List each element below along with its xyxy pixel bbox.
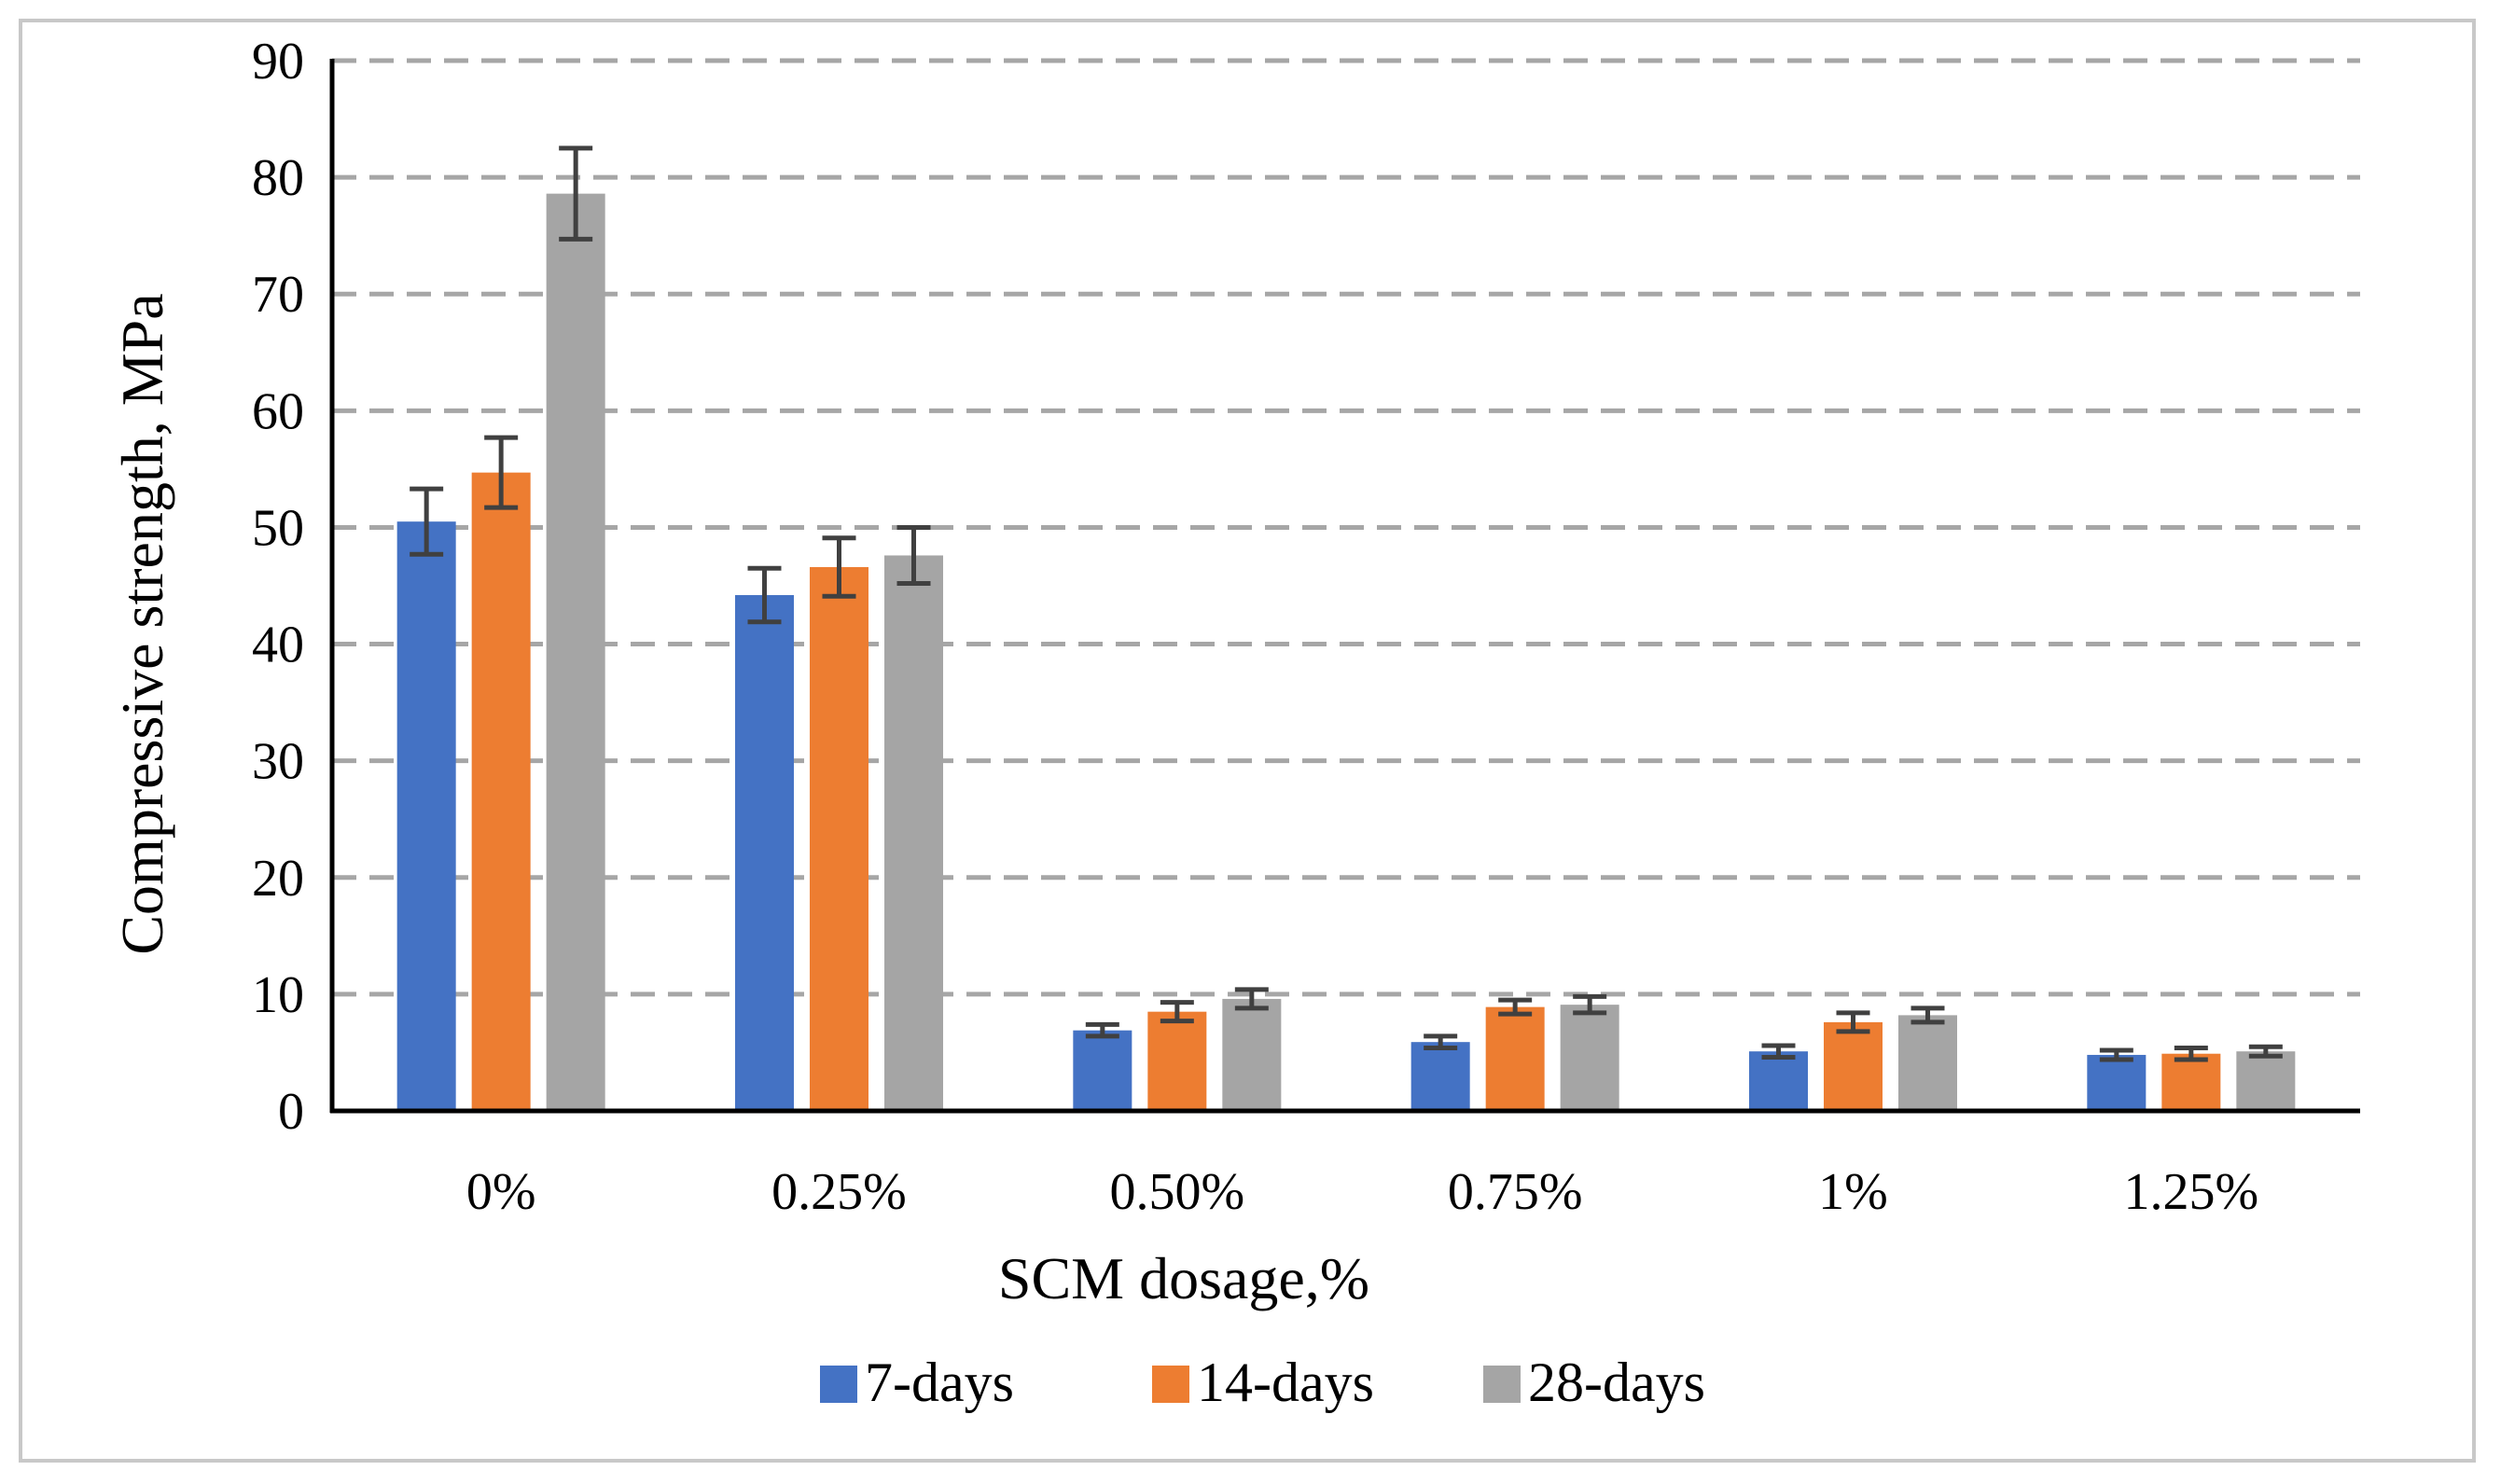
bar	[1485, 1006, 1545, 1111]
bar	[2087, 1054, 2147, 1111]
bar	[1824, 1021, 1883, 1111]
y-tick-label: 40	[252, 617, 304, 674]
error-bar	[896, 524, 931, 586]
bar	[396, 521, 456, 1111]
y-tick-label: 90	[252, 33, 304, 90]
x-tick-label: 0%	[466, 1163, 536, 1221]
y-tick-label: 10	[252, 966, 304, 1024]
y-tick-labels: 0 10 20 30 40 50 60 70 80 90	[252, 33, 304, 1141]
legend-item: 28-days	[1483, 1352, 1705, 1413]
error-bar	[2248, 1044, 2283, 1059]
bar	[1147, 1011, 1207, 1111]
error-bar	[1573, 993, 1607, 1016]
error-bar	[1761, 1043, 1796, 1060]
x-tick-label: 0.25%	[771, 1163, 907, 1221]
bar	[884, 555, 943, 1111]
bar	[1749, 1051, 1808, 1111]
y-axis-title: Compressive strength, MPa	[109, 293, 175, 954]
bar-chart: 0 10 20 30 40 50 60 70 80 90 0% 0.25% 0.50% 0.75% 1% 1…	[109, 33, 2360, 1413]
bar	[1073, 1030, 1132, 1111]
x-tick-label: 0.50%	[1110, 1163, 1245, 1221]
error-bars	[410, 146, 2283, 1062]
x-tick-label: 1%	[1818, 1163, 1888, 1221]
legend-item: 7-days	[820, 1352, 1014, 1413]
error-bar	[559, 146, 593, 242]
x-tick-label: 0.75%	[1448, 1163, 1583, 1221]
legend-item: 14-days	[1152, 1352, 1374, 1413]
error-bar	[1160, 1000, 1194, 1024]
error-bar	[1910, 1006, 1945, 1025]
bars	[396, 193, 2296, 1112]
bar	[1410, 1042, 1470, 1111]
error-bar	[1424, 1033, 1458, 1050]
error-bar	[747, 565, 782, 625]
x-tick-label: 1.25%	[2124, 1163, 2259, 1221]
bar	[810, 566, 868, 1111]
legend-label: 14-days	[1197, 1352, 1374, 1413]
x-axis-title: SCM dosage,%	[998, 1245, 1369, 1311]
y-tick-label: 20	[252, 850, 304, 908]
bar	[1222, 998, 1282, 1111]
error-bar	[822, 535, 856, 599]
error-bar	[1234, 987, 1269, 1011]
x-tick-labels: 0% 0.25% 0.50% 0.75% 1% 1.25%	[466, 1163, 2258, 1221]
y-tick-label: 50	[252, 499, 304, 557]
y-tick-label: 80	[252, 149, 304, 207]
bar	[2161, 1053, 2221, 1111]
error-bar	[1836, 1010, 1870, 1034]
legend-swatch	[1483, 1366, 1521, 1403]
error-bar	[484, 435, 519, 510]
axes	[329, 59, 2360, 1114]
error-bar	[1498, 997, 1533, 1017]
bar	[1898, 1015, 1957, 1111]
gridlines	[332, 58, 2360, 997]
bar	[546, 193, 605, 1112]
legend-label: 7-days	[865, 1352, 1014, 1413]
error-bar	[2174, 1045, 2208, 1062]
bar	[735, 595, 794, 1111]
legend: 7-days 14-days 28-days	[820, 1352, 1705, 1413]
bar	[471, 472, 531, 1111]
bar	[2236, 1051, 2296, 1111]
legend-swatch	[820, 1366, 857, 1403]
y-tick-label: 70	[252, 266, 304, 324]
bar	[1560, 1005, 1619, 1111]
error-bar	[410, 486, 444, 557]
y-tick-label: 0	[278, 1083, 304, 1141]
y-tick-label: 60	[252, 382, 304, 440]
y-tick-label: 30	[252, 733, 304, 791]
chart-frame: 0 10 20 30 40 50 60 70 80 90 0% 0.25% 0.50% 0.75% 1% 1…	[19, 19, 2476, 1463]
legend-swatch	[1152, 1366, 1189, 1403]
legend-label: 28-days	[1528, 1352, 1705, 1413]
error-bar	[1085, 1021, 1119, 1039]
error-bar	[2099, 1047, 2133, 1062]
